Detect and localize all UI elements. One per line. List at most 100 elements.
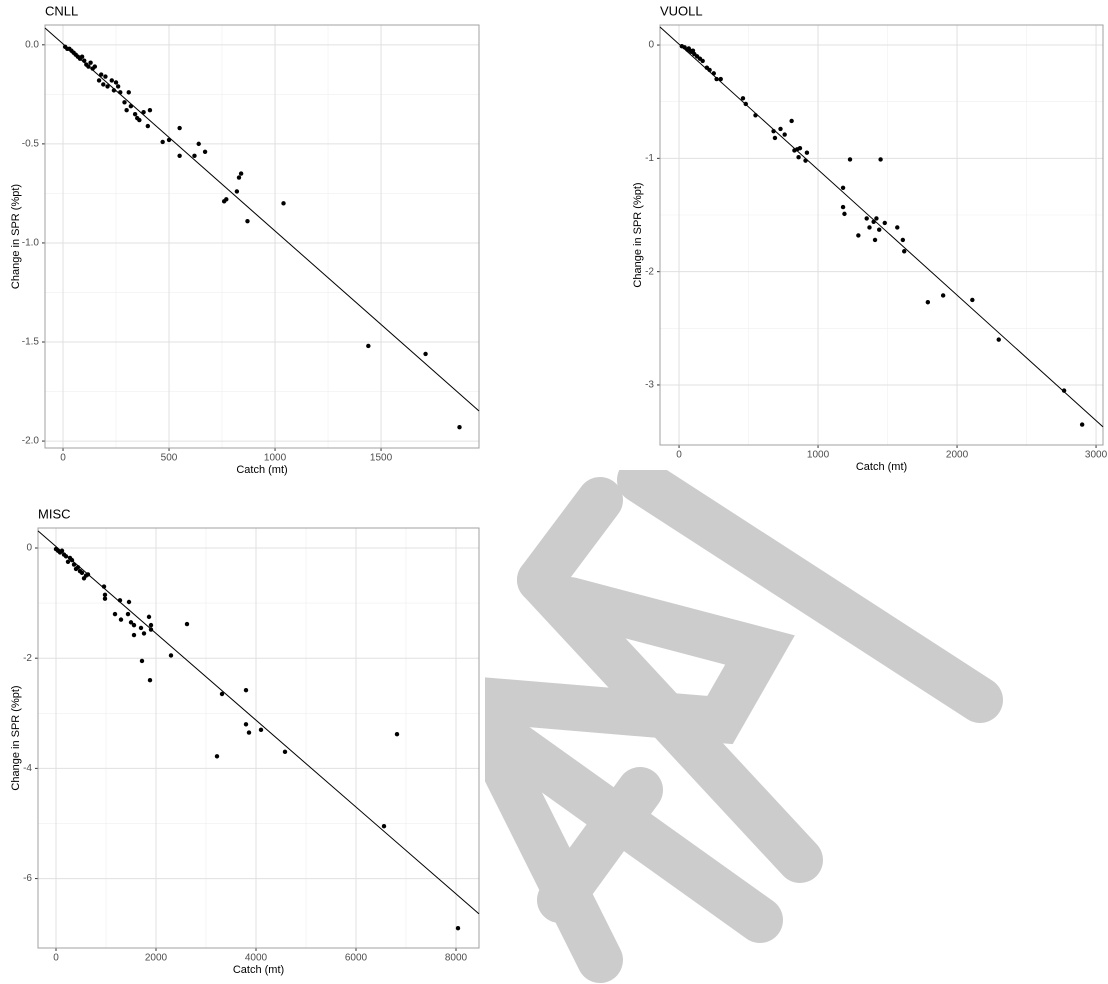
data-point — [873, 238, 877, 242]
draft-watermark — [480, 480, 980, 960]
data-point — [803, 158, 807, 162]
data-point — [167, 138, 171, 142]
data-point — [119, 617, 123, 621]
y-axis-title: Change in SPR (%pt) — [632, 182, 644, 287]
data-point — [771, 129, 775, 133]
data-point — [126, 612, 130, 616]
data-point — [102, 584, 106, 588]
data-point — [281, 201, 285, 205]
data-point — [970, 298, 974, 302]
data-point — [86, 64, 90, 68]
data-point — [1080, 422, 1084, 426]
data-point — [129, 104, 133, 108]
data-point — [901, 238, 905, 242]
data-point — [778, 127, 782, 131]
data-point — [237, 175, 241, 179]
data-point — [88, 60, 92, 64]
data-point — [874, 216, 878, 220]
x-axis-title: Catch (mt) — [233, 964, 284, 976]
data-point — [215, 754, 219, 758]
data-point — [842, 212, 846, 216]
data-point — [101, 82, 105, 86]
data-point — [70, 558, 74, 562]
data-point — [149, 623, 153, 627]
data-point — [741, 96, 745, 100]
data-point — [169, 653, 173, 657]
trend-line — [45, 28, 479, 411]
y-tick-label: -2 — [23, 653, 32, 664]
y-tick-label: 0 — [26, 543, 32, 554]
data-point — [877, 228, 881, 232]
data-point — [103, 596, 107, 600]
data-point — [122, 100, 126, 104]
x-axis-title: Catch (mt) — [236, 464, 287, 476]
data-point — [744, 102, 748, 106]
chart-title: MISC — [38, 506, 71, 521]
data-point — [700, 59, 704, 63]
data-point — [753, 113, 757, 117]
data-point — [140, 659, 144, 663]
data-point — [118, 598, 122, 602]
y-tick-label: -1.5 — [22, 337, 40, 348]
data-point — [148, 678, 152, 682]
data-point — [149, 627, 153, 631]
data-point — [103, 593, 107, 597]
plot-frame — [45, 25, 479, 448]
data-point — [796, 155, 800, 159]
data-point — [423, 352, 427, 356]
x-tick-label: 0 — [676, 450, 682, 461]
plot-frame — [38, 528, 479, 948]
data-point — [113, 612, 117, 616]
data-point — [714, 77, 718, 81]
data-point — [64, 554, 68, 558]
data-point — [848, 157, 852, 161]
data-point — [841, 205, 845, 209]
data-point — [60, 549, 64, 553]
data-point — [86, 572, 90, 576]
x-tick-label: 4000 — [245, 953, 268, 964]
data-point — [245, 219, 249, 223]
data-point — [856, 233, 860, 237]
data-point — [105, 84, 109, 88]
data-point — [147, 615, 151, 619]
x-tick-label: 0 — [60, 453, 66, 464]
data-point — [395, 732, 399, 736]
y-tick-label: -0.5 — [22, 139, 40, 150]
data-point — [247, 730, 251, 734]
data-point — [203, 150, 207, 154]
data-point — [127, 90, 131, 94]
data-point — [103, 74, 107, 78]
data-point — [782, 132, 786, 136]
chart-title: VUOLL — [660, 3, 703, 18]
y-tick-label: -1 — [645, 153, 654, 164]
y-tick-label: 0.0 — [25, 39, 39, 50]
data-point — [926, 300, 930, 304]
data-point — [895, 225, 899, 229]
data-point — [112, 88, 116, 92]
trend-line — [660, 27, 1103, 427]
data-point — [137, 118, 141, 122]
x-tick-label: 2000 — [145, 953, 168, 964]
data-point — [244, 688, 248, 692]
data-point — [148, 108, 152, 112]
y-tick-label: -4 — [23, 763, 32, 774]
y-tick-label: -2.0 — [22, 436, 40, 447]
data-point — [867, 225, 871, 229]
data-point — [80, 571, 84, 575]
data-point — [160, 140, 164, 144]
data-point — [366, 344, 370, 348]
plot-frame — [660, 25, 1103, 445]
data-point — [798, 146, 802, 150]
data-point — [220, 692, 224, 696]
x-tick-label: 1000 — [264, 453, 287, 464]
data-point — [133, 112, 137, 116]
data-point — [283, 750, 287, 754]
data-point — [1062, 388, 1066, 392]
data-point — [141, 110, 145, 114]
data-point — [719, 77, 723, 81]
data-point — [132, 623, 136, 627]
data-point — [76, 565, 80, 569]
